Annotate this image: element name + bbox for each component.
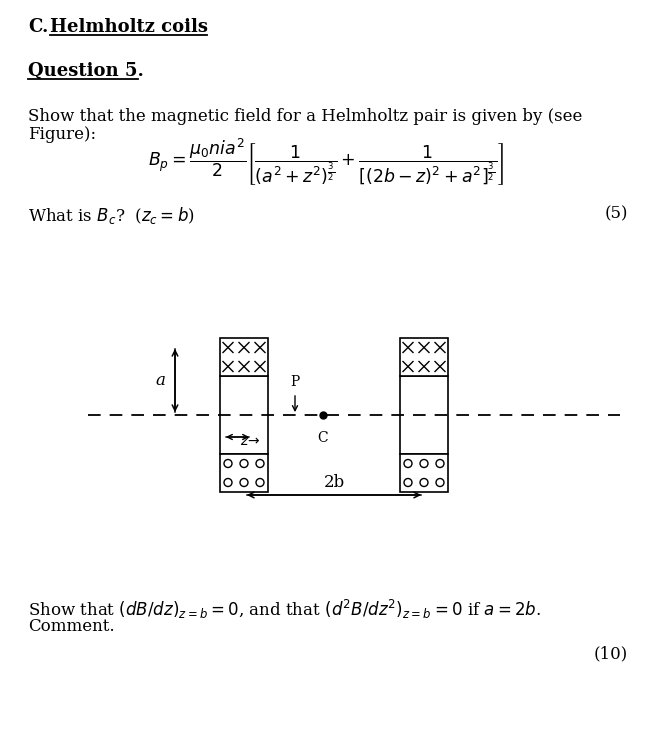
Text: $B_p = \dfrac{\mu_0 n i a^2}{2} \left[ \dfrac{1}{(a^2 + z^2)^{\frac{3}{2}}} + \d: $B_p = \dfrac{\mu_0 n i a^2}{2} \left[ \… [148, 136, 504, 187]
Text: What is $B_c$?  ($z_c = b$): What is $B_c$? ($z_c = b$) [28, 205, 195, 226]
Text: $z\!\rightarrow$: $z\!\rightarrow$ [240, 434, 261, 448]
Text: Question 5.: Question 5. [28, 62, 144, 80]
Text: 2b: 2b [323, 474, 345, 491]
Text: Comment.: Comment. [28, 618, 115, 635]
Text: (10): (10) [594, 645, 628, 662]
Text: (5): (5) [605, 205, 628, 222]
Text: Show that the magnetic field for a Helmholtz pair is given by (see: Show that the magnetic field for a Helmh… [28, 108, 582, 125]
Bar [220, 454, 268, 492]
Text: Show that $(dB/dz)_{z=b} = 0$, and that $(d^2B/dz^2)_{z=b} = 0$ if $a = 2b$.: Show that $(dB/dz)_{z=b} = 0$, and that … [28, 598, 541, 621]
Bar [400, 338, 448, 376]
Bar [400, 376, 448, 454]
Text: Figure):: Figure): [28, 126, 96, 143]
Text: P: P [291, 375, 300, 389]
Bar [220, 376, 268, 454]
Text: a: a [155, 371, 165, 389]
Text: C.: C. [28, 18, 48, 36]
Text: Helmholtz coils: Helmholtz coils [50, 18, 208, 36]
Bar [400, 454, 448, 492]
Bar [220, 338, 268, 376]
Text: C: C [318, 431, 328, 445]
